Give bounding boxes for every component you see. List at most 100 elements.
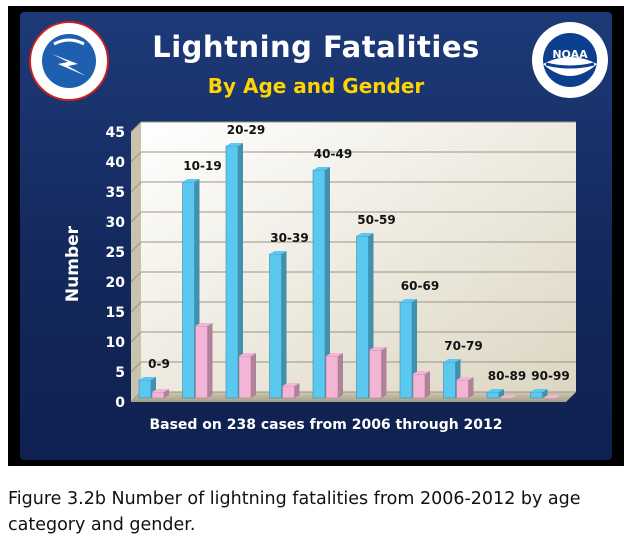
category-label: 80-89 (488, 369, 526, 383)
gridline-side (130, 271, 142, 283)
y-tick-label: 5 (115, 365, 125, 381)
bar-front (356, 235, 369, 399)
x-axis-label: Based on 238 cases from 2006 through 201… (149, 417, 502, 433)
y-tick-label: 10 (106, 335, 126, 351)
bar-40-49-series-1 (312, 167, 330, 399)
bar-front (312, 169, 326, 399)
y-tick-label: 25 (106, 245, 125, 261)
bars (138, 143, 561, 399)
bar-30-39-series-2 (282, 383, 300, 399)
figure-caption: Figure 3.2b Number of lightning fataliti… (8, 489, 581, 535)
bar-front (369, 349, 382, 399)
noaa-logo-icon: NOAA (532, 22, 608, 98)
bar-side (238, 143, 243, 398)
gridline-side (130, 331, 142, 343)
bar-50-59-series-2 (369, 347, 387, 399)
bar-top (195, 323, 213, 326)
bar-front (225, 145, 239, 399)
chart-slide: NOAA Lightning Fatalities By Age and Gen… (8, 6, 624, 466)
bar-top (443, 359, 461, 362)
bar-top (400, 299, 417, 302)
gridline-side (130, 241, 142, 253)
bar-top (369, 347, 387, 350)
category-label: 70-79 (444, 339, 482, 353)
bar-20-29-series-1 (225, 143, 243, 399)
bar-front (151, 391, 165, 399)
bar-side (468, 377, 474, 398)
bar-front (269, 253, 282, 399)
y-tick-label: 30 (106, 215, 126, 231)
chart-title: Lightning Fatalities (152, 30, 480, 64)
bar-side (325, 167, 330, 398)
bar-top (543, 395, 561, 398)
bar-10-19-series-2 (195, 323, 213, 399)
bar-side (281, 251, 287, 398)
bar-front (182, 181, 195, 399)
bar-top (456, 377, 474, 380)
bar-side (381, 347, 387, 398)
bar-front (456, 379, 469, 399)
bar-60-69-series-2 (412, 371, 430, 399)
y-tick-label: 15 (106, 305, 125, 321)
gridline-side (130, 211, 142, 223)
bar-top (152, 389, 169, 392)
bar-top (239, 353, 256, 356)
y-tick-label: 20 (106, 275, 126, 291)
bar-front (325, 355, 339, 399)
category-label: 90-99 (531, 369, 569, 383)
category-label: 0-9 (148, 357, 170, 371)
bar-top (313, 167, 330, 170)
gridline-side (130, 181, 142, 193)
bar-top (500, 395, 517, 398)
bar-top (269, 251, 287, 254)
bar-top (139, 377, 156, 380)
gridline-side (130, 361, 142, 373)
bar-20-29-series-2 (238, 353, 256, 399)
chart-subtitle: By Age and Gender (207, 74, 425, 98)
bar-front (530, 391, 543, 399)
noaa-logo-text: NOAA (552, 48, 588, 61)
bar-chart: 0 5 10 15 20 25 30 35 40 45 0-9 10-19 20-29 30-39 40-… (63, 121, 576, 433)
bar-side (251, 353, 256, 398)
bar-top (182, 179, 200, 182)
bar-top (226, 143, 243, 146)
y-tick-label: 35 (106, 185, 125, 201)
category-label: 30-39 (270, 231, 308, 245)
category-label: 50-59 (357, 213, 395, 227)
bar-30-39-series-1 (269, 251, 287, 399)
category-label: 40-49 (314, 147, 352, 161)
bar-90-99-series-2 (543, 395, 561, 398)
bar-front (282, 385, 295, 399)
bar-70-79-series-2 (456, 377, 474, 399)
y-axis-ticks: 0 5 10 15 20 25 30 35 40 45 (106, 125, 126, 411)
bar-40-49-series-2 (325, 353, 343, 399)
bar-top (487, 389, 504, 392)
bar-80-89-series-1 (486, 389, 504, 399)
bar-top (326, 353, 343, 356)
bar-top (356, 233, 374, 236)
bar-0-9-series-2 (151, 389, 169, 399)
gridline-side (130, 151, 142, 163)
category-label: 10-19 (183, 159, 221, 173)
y-tick-label: 45 (106, 125, 125, 141)
bar-side (338, 353, 343, 398)
bar-top (530, 389, 548, 392)
category-label: 20-29 (227, 123, 265, 137)
bar-side (425, 371, 430, 398)
bar-90-99-series-1 (530, 389, 548, 399)
category-label: 60-69 (401, 279, 439, 293)
bar-front (238, 355, 252, 399)
bar-top (413, 371, 430, 374)
plot-side-wall (131, 122, 141, 402)
y-tick-label: 40 (106, 155, 126, 171)
bar-front (443, 361, 456, 399)
bar-front (399, 301, 413, 399)
bar-front (412, 373, 426, 399)
bar-top (282, 383, 300, 386)
bar-80-89-series-2 (500, 395, 517, 398)
bar-side (207, 323, 213, 398)
bar-front (486, 391, 500, 399)
bar-front (138, 379, 152, 399)
bar-front (195, 325, 208, 399)
y-axis-label: Number (63, 225, 83, 302)
